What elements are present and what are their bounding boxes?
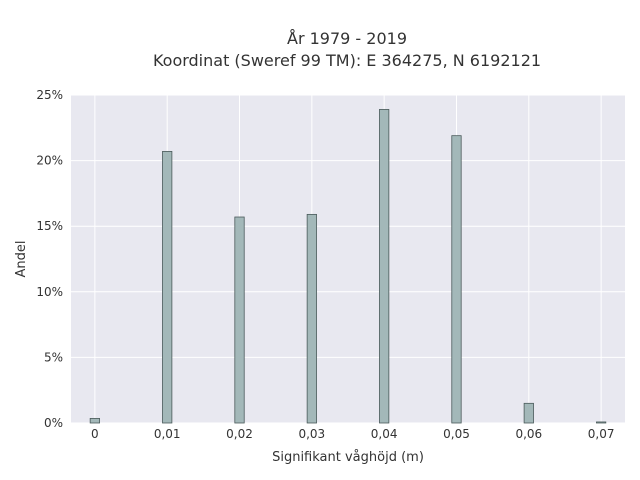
- chart-title-line-2: Koordinat (Sweref 99 TM): E 364275, N 61…: [152, 51, 542, 70]
- x-tick-label-3: 0,03: [298, 427, 325, 441]
- y-tick-label-4: 20%: [36, 154, 63, 168]
- x-axis-ticks: 0 0,01 0,02 0,03 0,04 0,05 0,06 0,07: [91, 427, 614, 441]
- x-tick-label-0: 0: [91, 427, 99, 441]
- y-axis-ticks: 0% 5% 10% 15% 20% 25%: [36, 88, 63, 430]
- bar-0: [89, 418, 100, 424]
- bar-2: [234, 216, 245, 424]
- y-tick-label-3: 15%: [36, 219, 63, 233]
- y-tick-label-2: 10%: [36, 285, 63, 299]
- bars: [89, 109, 607, 424]
- x-tick-label-4: 0,04: [371, 427, 398, 441]
- y-tick-label-5: 25%: [36, 88, 63, 102]
- x-axis-title: Signifikant våghöjd (m): [272, 450, 424, 465]
- x-tick-label-7: 0,07: [588, 427, 615, 441]
- chart-title-line-1: År 1979 - 2019: [287, 29, 407, 48]
- x-tick-label-2: 0,02: [226, 427, 253, 441]
- y-axis-title: Andel: [14, 241, 29, 278]
- y-tick-label-0: 0%: [44, 416, 63, 430]
- y-tick-label-1: 5%: [44, 350, 63, 364]
- x-tick-label-5: 0,05: [443, 427, 470, 441]
- x-tick-label-6: 0,06: [515, 427, 542, 441]
- plot-area: [71, 95, 625, 423]
- bar-3: [306, 213, 317, 424]
- bar-6: [523, 402, 534, 424]
- bar-1: [162, 151, 173, 424]
- bar-7: [596, 421, 607, 424]
- bar-4: [379, 109, 390, 424]
- chart-title: År 1979 - 2019 Koordinat (Sweref 99 TM):…: [0, 28, 640, 72]
- bar-5: [451, 135, 462, 424]
- x-tick-label-1: 0,01: [154, 427, 181, 441]
